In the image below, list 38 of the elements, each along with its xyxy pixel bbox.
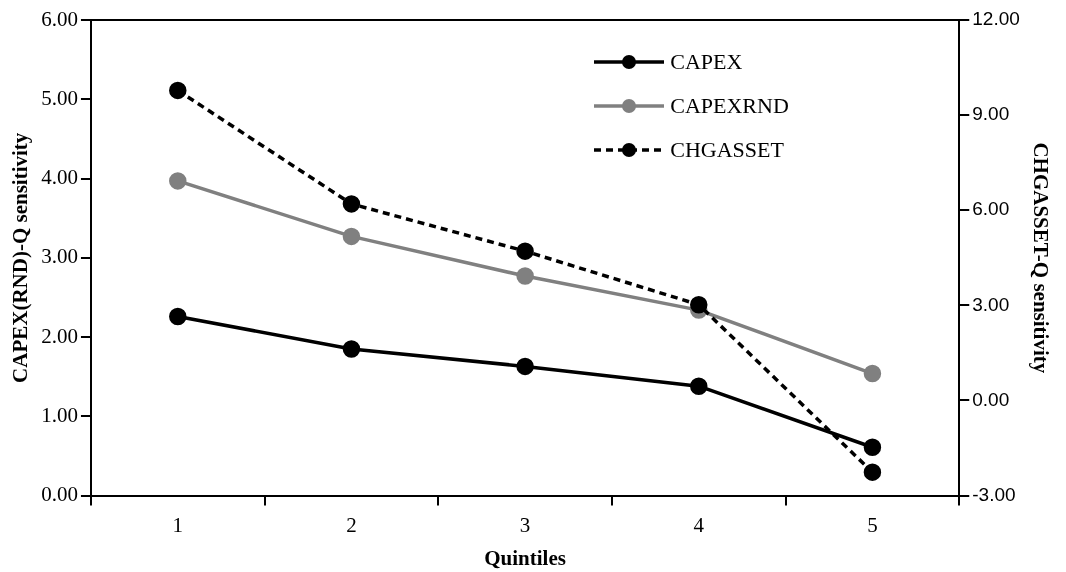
x-tick-label: 1: [172, 512, 184, 537]
point: [169, 307, 187, 326]
point: [169, 81, 187, 100]
y-tick-label: 5.00: [41, 85, 78, 110]
point: [863, 364, 882, 383]
point: [516, 267, 534, 285]
y2-tick-label: 6.00: [972, 198, 1010, 220]
point: [690, 377, 708, 395]
x-tick-label: 3: [519, 512, 531, 537]
y2-tick-label: -3.00: [972, 483, 1016, 505]
point: [690, 295, 708, 314]
y-tick-label: 2.00: [41, 323, 78, 348]
point: [342, 227, 361, 246]
y-tick-label: 0.00: [41, 482, 78, 507]
legend-label: CAPEX: [670, 49, 743, 75]
y2-tick-label: 0.00: [972, 388, 1010, 410]
y-tick-label: 4.00: [41, 165, 78, 190]
x-axis-title: Quintiles: [484, 545, 566, 570]
point: [863, 463, 882, 481]
point: [342, 340, 361, 358]
y-tick-label: 3.00: [41, 244, 78, 269]
legend-label: CAPEXRND: [670, 93, 789, 119]
point: [863, 438, 882, 456]
x-tick-label: 4: [693, 512, 705, 537]
x-tick-label: 2: [346, 512, 357, 537]
y-axis-title: CAPEX(RND)-Q sensitivity: [8, 132, 33, 383]
y2-tick-label: 12.00: [972, 8, 1020, 30]
y2-axis-title: CHGASSET-Q sensitivity: [1028, 142, 1053, 374]
point: [169, 172, 187, 190]
point: [342, 195, 361, 213]
y-tick-label: 1.00: [41, 402, 78, 427]
legend-label: CHGASSET: [670, 137, 784, 163]
y2-tick-label: 3.00: [972, 293, 1010, 315]
x-tick-label: 5: [867, 512, 878, 537]
point: [516, 357, 534, 376]
y2-tick-label: 9.00: [972, 103, 1010, 125]
point: [516, 242, 534, 260]
y-tick-label: 6.00: [41, 6, 78, 31]
